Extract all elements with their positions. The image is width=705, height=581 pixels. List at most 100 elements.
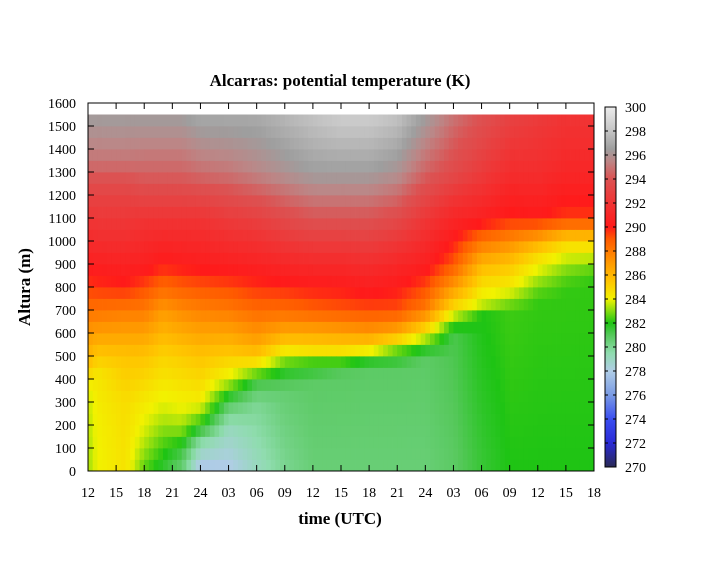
heatmap-cell [144, 379, 150, 391]
heatmap-cell [303, 218, 309, 230]
heatmap-cell [373, 287, 379, 299]
heatmap-cell [214, 436, 220, 449]
heatmap-cell [486, 321, 492, 334]
heatmap-cell [153, 160, 159, 173]
heatmap-cell [387, 298, 393, 311]
heatmap-cell [551, 390, 557, 403]
heatmap-cell [172, 114, 178, 127]
heatmap-cell [228, 126, 234, 138]
heatmap-cell [102, 218, 108, 230]
heatmap-cell [575, 367, 581, 380]
heatmap-cell [116, 218, 122, 230]
heatmap-cell [172, 183, 178, 196]
heatmap-cell [556, 218, 562, 230]
heatmap-cell [341, 390, 347, 403]
heatmap-cell [467, 287, 473, 299]
heatmap-cell [336, 172, 342, 184]
heatmap-cell [205, 229, 211, 242]
heatmap-cell [181, 218, 187, 230]
heatmap-cell [383, 310, 389, 322]
heatmap-cell [298, 183, 304, 196]
heatmap-cell [97, 367, 103, 380]
heatmap-cell [542, 310, 548, 322]
heatmap-cell [462, 402, 468, 414]
heatmap-cell [373, 241, 379, 253]
heatmap-cell [439, 379, 445, 391]
heatmap-cell [565, 149, 571, 161]
heatmap-cell [509, 287, 515, 299]
heatmap-cell [504, 264, 511, 276]
heatmap-cell [331, 264, 337, 276]
heatmap-cell [369, 149, 375, 161]
heatmap-cell [579, 149, 586, 161]
heatmap-cell [439, 172, 445, 184]
heatmap-cell [341, 206, 347, 219]
heatmap-cell [270, 459, 276, 471]
heatmap-cell [153, 333, 159, 345]
heatmap-cell [134, 114, 140, 127]
heatmap-cell [134, 206, 140, 219]
heatmap-cell [251, 287, 258, 299]
heatmap-cell [280, 183, 286, 196]
heatmap-cell [565, 275, 571, 288]
heatmap-cell [270, 321, 276, 334]
heatmap-cell [547, 321, 553, 334]
heatmap-cell [237, 436, 244, 449]
heatmap-cell [415, 218, 422, 230]
heatmap-cell [378, 413, 384, 426]
heatmap-cell [167, 114, 173, 127]
heatmap-cell [256, 310, 262, 322]
heatmap-cell [172, 356, 178, 368]
heatmap-cell [589, 160, 594, 173]
heatmap-cell [579, 218, 586, 230]
heatmap-cell [162, 413, 169, 426]
heatmap-cell [430, 390, 436, 403]
heatmap-cell [88, 114, 94, 127]
heatmap-cell [383, 114, 389, 127]
heatmap-cell [111, 287, 117, 299]
heatmap-cell [294, 413, 300, 426]
heatmap-cell [214, 459, 220, 471]
heatmap-cell [481, 126, 487, 138]
heatmap-cell [495, 344, 501, 357]
heatmap-cell [102, 241, 108, 253]
heatmap-cell [266, 287, 272, 299]
heatmap-cell [350, 344, 356, 357]
heatmap-cell [162, 218, 169, 230]
heatmap-cell [547, 448, 553, 460]
heatmap-cell [387, 402, 393, 414]
heatmap-cell [392, 149, 398, 161]
heatmap-cell [331, 149, 337, 161]
heatmap-cell [153, 344, 159, 357]
heatmap-cell [411, 425, 417, 437]
heatmap-cell [317, 195, 323, 207]
heatmap-cell [547, 367, 553, 380]
heatmap-cell [481, 149, 487, 161]
heatmap-cell [519, 333, 525, 345]
heatmap-cell [209, 344, 215, 357]
heatmap-cell [519, 114, 525, 127]
heatmap-cell [233, 413, 239, 426]
heatmap-cell [364, 252, 370, 265]
heatmap-cell [533, 310, 539, 322]
heatmap-cell [130, 321, 136, 334]
heatmap-cell [125, 413, 131, 426]
heatmap-cell [434, 114, 440, 127]
heatmap-cell [125, 218, 131, 230]
heatmap-cell [256, 333, 262, 345]
heatmap-cell [448, 149, 454, 161]
heatmap-cell [280, 367, 286, 380]
heatmap-cell [298, 206, 304, 219]
heatmap-cell [411, 367, 417, 380]
heatmap-cell [509, 149, 515, 161]
heatmap-cell [425, 218, 431, 230]
heatmap-cell [373, 344, 379, 357]
heatmap-cell [172, 379, 178, 391]
heatmap-cell [401, 241, 407, 253]
heatmap-cell [308, 448, 314, 460]
heatmap-cell [223, 229, 229, 242]
heatmap-cell [303, 287, 309, 299]
heatmap-cell [237, 264, 244, 276]
heatmap-cell [106, 436, 112, 449]
heatmap-cell [528, 413, 534, 426]
